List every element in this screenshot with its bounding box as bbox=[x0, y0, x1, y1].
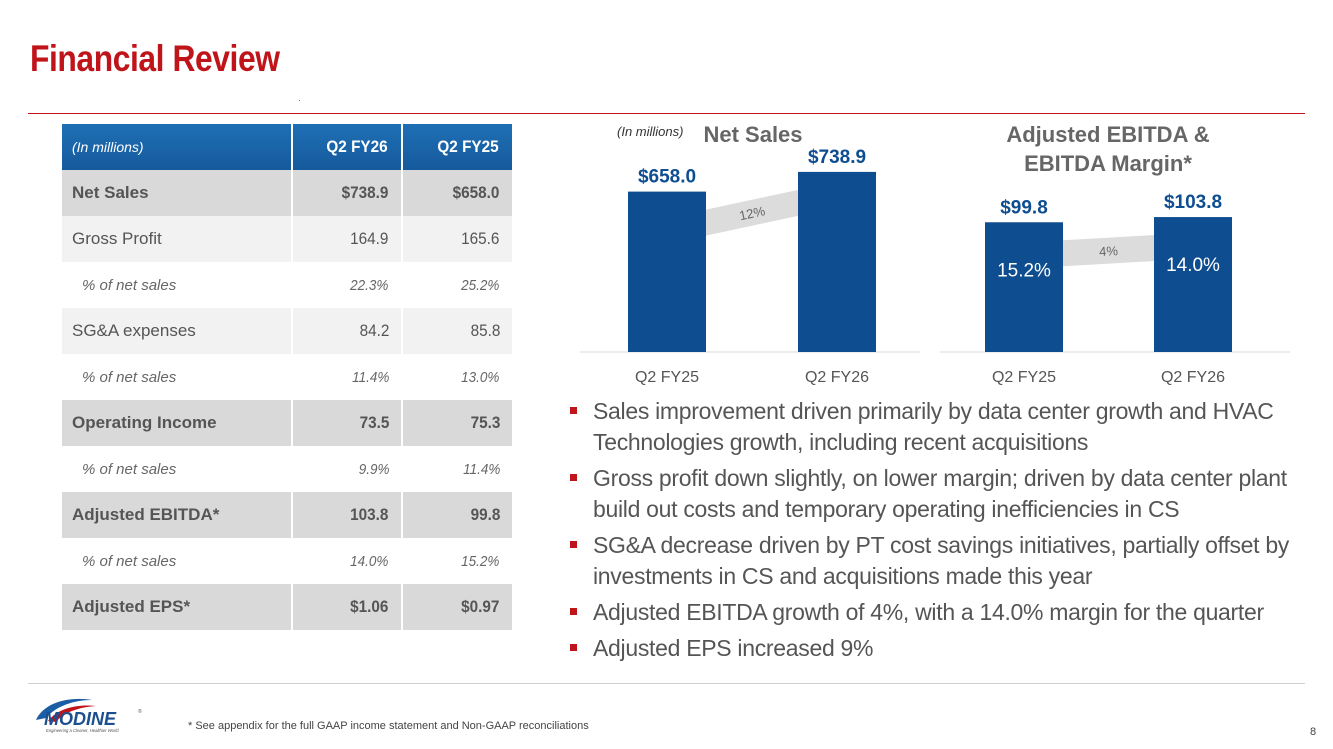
bar bbox=[1154, 217, 1232, 352]
table-header-q2fy25: Q2 FY25 bbox=[401, 124, 512, 170]
row-label: Adjusted EBITDA* bbox=[62, 492, 292, 538]
bullet-item: Gross profit down slightly, on lower mar… bbox=[570, 463, 1330, 525]
row-value-q2fy26: 22.3% bbox=[291, 262, 402, 308]
table-body: Net Sales $738.9 $658.0 Gross Profit 164.9 16… bbox=[62, 170, 512, 630]
bullet-item: Adjusted EBITDA growth of 4%, with a 14.… bbox=[570, 597, 1330, 628]
row-label: % of net sales bbox=[62, 354, 292, 400]
table-row: Operating Income 73.5 75.3 bbox=[62, 400, 512, 446]
title-divider bbox=[28, 113, 1305, 114]
row-value-q2fy25: $658.0 bbox=[401, 170, 512, 216]
row-label: % of net sales bbox=[62, 538, 292, 584]
row-value-q2fy25: 165.6 bbox=[401, 216, 512, 262]
bar bbox=[985, 222, 1063, 352]
chart-units-note: (In millions) bbox=[617, 124, 683, 139]
logo-swoosh-red bbox=[48, 705, 96, 722]
footnote: * See appendix for the full GAAP income … bbox=[188, 720, 589, 732]
row-value-q2fy25: 13.0% bbox=[401, 354, 512, 400]
bullet-item: Adjusted EPS increased 9% bbox=[570, 633, 1330, 664]
row-label: Operating Income bbox=[62, 400, 292, 446]
row-value-q2fy25: 25.2% bbox=[401, 262, 512, 308]
logo-wordmark: MODINE bbox=[44, 709, 117, 729]
svg-text:®: ® bbox=[138, 708, 142, 715]
row-value-q2fy25: 75.3 bbox=[401, 400, 512, 446]
logo-tagline: Engineering a Cleaner, Healthier World bbox=[46, 728, 119, 733]
row-value-q2fy26: 84.2 bbox=[291, 308, 402, 354]
growth-arrow-band bbox=[706, 189, 798, 236]
page-number: 8 bbox=[1310, 726, 1317, 738]
table-header-row: (In millions) Q2 FY26 Q2 FY25 bbox=[62, 124, 512, 170]
bar-value-label: $738.9 bbox=[808, 147, 866, 168]
row-value-q2fy25: $0.97 bbox=[401, 584, 512, 630]
bullet-text: Adjusted EBITDA growth of 4%, with a 14.… bbox=[593, 599, 1264, 625]
growth-label: 4% bbox=[1099, 243, 1119, 259]
financial-table: (In millions) Q2 FY26 Q2 FY25 Net Sales $… bbox=[62, 124, 512, 630]
row-label: % of net sales bbox=[62, 446, 292, 492]
row-value-q2fy26: $1.06 bbox=[291, 584, 402, 630]
bar-inner-label: 14.0% bbox=[1166, 255, 1220, 276]
logo-swoosh-blue bbox=[36, 698, 92, 720]
bullet-text: SG&A decrease driven by PT cost savings … bbox=[593, 532, 1290, 589]
modine-logo: MODINE ® Engineering a Cleaner, Healthie… bbox=[36, 698, 142, 733]
chart-title: Net Sales bbox=[703, 122, 802, 147]
row-value-q2fy25: 11.4% bbox=[401, 446, 512, 492]
bullet-text: Sales improvement driven primarily by da… bbox=[593, 398, 1274, 455]
row-label: % of net sales bbox=[62, 262, 292, 308]
table-row: % of net sales 11.4% 13.0% bbox=[62, 354, 512, 400]
row-value-q2fy25: 99.8 bbox=[401, 492, 512, 538]
bullet-marker-icon bbox=[570, 407, 577, 414]
bullet-marker-icon bbox=[570, 608, 577, 615]
bullet-item: Sales improvement driven primarily by da… bbox=[570, 396, 1330, 458]
row-label: Gross Profit bbox=[62, 216, 292, 262]
table-row: % of net sales 22.3% 25.2% bbox=[62, 262, 512, 308]
row-value-q2fy26: 164.9 bbox=[291, 216, 402, 262]
bar-value-label: $103.8 bbox=[1164, 192, 1222, 213]
table-row: Gross Profit 164.9 165.6 bbox=[62, 216, 512, 262]
bullet-text: Adjusted EPS increased 9% bbox=[593, 635, 874, 661]
table-row: SG&A expenses 84.2 85.8 bbox=[62, 308, 512, 354]
x-tick-label: Q2 FY26 bbox=[1161, 369, 1225, 386]
table-header-q2fy26: Q2 FY26 bbox=[291, 124, 402, 170]
row-value-q2fy26: 103.8 bbox=[291, 492, 402, 538]
bullet-marker-icon bbox=[570, 474, 577, 481]
row-value-q2fy26: 9.9% bbox=[291, 446, 402, 492]
bar bbox=[628, 191, 706, 352]
row-value-q2fy26: $738.9 bbox=[291, 170, 402, 216]
growth-label: 12% bbox=[738, 203, 767, 223]
row-value-q2fy25: 85.8 bbox=[401, 308, 512, 354]
x-tick-label: Q2 FY26 bbox=[805, 369, 869, 386]
table-row: Net Sales $738.9 $658.0 bbox=[62, 170, 512, 216]
decorative-dot bbox=[299, 100, 300, 101]
row-label: Adjusted EPS* bbox=[62, 584, 292, 630]
chart-title: Adjusted EBITDA & bbox=[1006, 122, 1209, 147]
bar-value-label: $99.8 bbox=[1000, 197, 1048, 218]
bullet-marker-icon bbox=[570, 541, 577, 548]
table-header-units: (In millions) bbox=[62, 124, 292, 170]
page-title: Financial Review bbox=[30, 38, 280, 79]
row-label: SG&A expenses bbox=[62, 308, 292, 354]
bar bbox=[798, 171, 876, 352]
x-tick-label: Q2 FY25 bbox=[635, 369, 699, 386]
bullet-item: SG&A decrease driven by PT cost savings … bbox=[570, 530, 1330, 592]
charts-area: $658.0 Q2 FY25 $738.9 Q2 FY26 12% Net Sales (I… bbox=[570, 118, 1300, 393]
table-row: % of net sales 9.9% 11.4% bbox=[62, 446, 512, 492]
bar-value-label: $658.0 bbox=[638, 167, 696, 188]
table-row: Adjusted EPS* $1.06 $0.97 bbox=[62, 584, 512, 630]
bullet-text: Gross profit down slightly, on lower mar… bbox=[593, 465, 1287, 522]
bullet-marker-icon bbox=[570, 644, 577, 651]
commentary-bullets: Sales improvement driven primarily by da… bbox=[570, 396, 1330, 669]
row-value-q2fy26: 14.0% bbox=[291, 538, 402, 584]
row-value-q2fy26: 73.5 bbox=[291, 400, 402, 446]
row-value-q2fy25: 15.2% bbox=[401, 538, 512, 584]
table-row: Adjusted EBITDA* 103.8 99.8 bbox=[62, 492, 512, 538]
footer-divider bbox=[28, 683, 1305, 684]
x-tick-label: Q2 FY25 bbox=[992, 369, 1056, 386]
row-value-q2fy26: 11.4% bbox=[291, 354, 402, 400]
bar-charts: $658.0 Q2 FY25 $738.9 Q2 FY26 12% Net Sales (I… bbox=[580, 122, 1290, 386]
row-label: Net Sales bbox=[62, 170, 292, 216]
table-row: % of net sales 14.0% 15.2% bbox=[62, 538, 512, 584]
growth-arrow-band bbox=[1063, 235, 1154, 267]
bar-inner-label: 15.2% bbox=[997, 260, 1051, 281]
chart-title: EBITDA Margin* bbox=[1024, 151, 1192, 176]
